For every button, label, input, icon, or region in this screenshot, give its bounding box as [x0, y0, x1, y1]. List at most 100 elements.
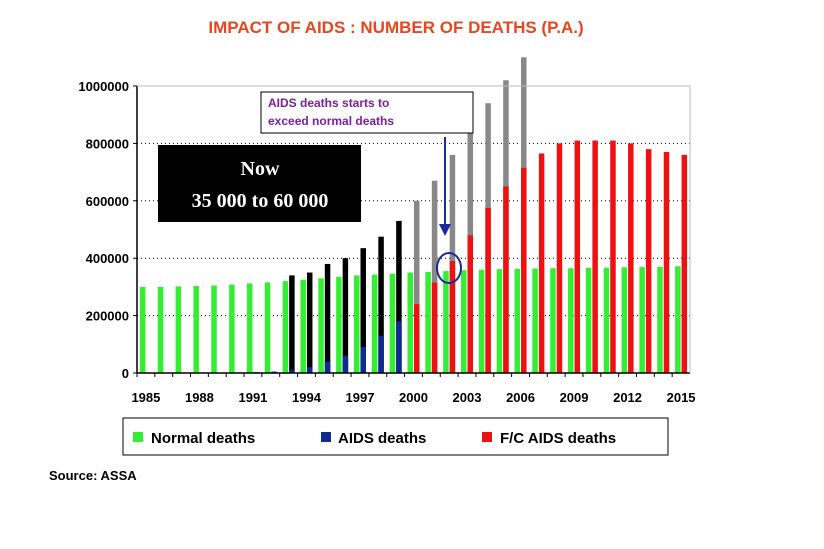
bar-aids-deaths	[360, 347, 366, 373]
bar-normal-deaths	[443, 271, 449, 373]
bar-total	[414, 200, 420, 373]
callout-line-1: AIDS deaths starts to	[268, 96, 389, 110]
bar-normal-deaths	[425, 271, 431, 373]
bar-total	[342, 258, 349, 373]
legend-label-fc-aids: F/C AIDS deaths	[500, 430, 616, 447]
bar-total	[396, 220, 402, 373]
bar-normal-deaths	[585, 267, 592, 373]
x-tick-label: 2015	[667, 390, 696, 405]
bar-normal-deaths	[478, 269, 485, 373]
bar-aids-deaths	[378, 335, 384, 373]
bar-fc-aids-deaths	[538, 153, 545, 373]
bar-aids-deaths	[342, 355, 349, 373]
callout-annotation: AIDS deaths starts to exceed normal deat…	[260, 91, 474, 284]
legend-label-normal: Normal deaths	[151, 430, 255, 447]
bar-normal-deaths	[603, 267, 610, 373]
bar-total	[306, 272, 313, 373]
bar-fc-aids-deaths	[574, 140, 581, 373]
bar-fc-aids-deaths	[467, 235, 474, 373]
bar-fc-aids-deaths	[645, 149, 652, 373]
y-tick-label: 1000000	[78, 79, 129, 94]
bar-fc-aids-deaths	[449, 261, 456, 373]
bar-normal-deaths	[175, 286, 182, 373]
bar-fc-aids-deaths	[521, 167, 527, 373]
bar-normal-deaths	[318, 278, 324, 373]
legend-box	[122, 417, 669, 456]
bar-aids-deaths	[289, 370, 295, 373]
bar-normal-deaths	[550, 268, 556, 373]
bar-total	[360, 248, 366, 373]
now-box-line-2: 35 000 to 60 000	[192, 190, 329, 212]
bar-normal-deaths	[353, 275, 360, 373]
x-tick-label: 2009	[560, 390, 589, 405]
bar-normal-deaths	[675, 266, 681, 373]
bar-total	[378, 236, 384, 373]
bar-normal-deaths	[264, 282, 271, 373]
bar-normal-deaths	[461, 270, 467, 373]
legend-swatch-aids	[321, 432, 331, 442]
bar-aids-deaths	[324, 361, 331, 373]
bar-fc-aids-deaths	[663, 152, 670, 373]
x-tick-label: 1997	[346, 390, 375, 405]
y-tick-label: 400000	[86, 251, 129, 266]
y-tick-label: 800000	[86, 136, 129, 151]
now-box-background	[158, 145, 361, 222]
bar-normal-deaths	[639, 267, 645, 373]
x-tick-label: 2003	[453, 390, 482, 405]
bar-normal-deaths	[407, 272, 413, 373]
y-tick-label: 200000	[86, 309, 129, 324]
legend-swatch-fc-aids	[482, 432, 492, 442]
callout-box	[260, 91, 474, 134]
x-tick-label: 2000	[399, 390, 428, 405]
bars	[139, 57, 688, 374]
x-tick-label: 1994	[292, 390, 322, 405]
bar-fc-aids-deaths	[592, 140, 598, 373]
x-tick-label: 1985	[131, 390, 160, 405]
bar-fc-aids-deaths	[628, 143, 634, 373]
bar-fc-aids-deaths	[556, 143, 563, 373]
x-tick-label: 1991	[238, 390, 267, 405]
bar-normal-deaths	[621, 267, 628, 373]
axes	[133, 85, 691, 377]
bar-normal-deaths	[193, 286, 199, 373]
bar-normal-deaths	[246, 283, 253, 373]
bar-total	[324, 263, 331, 373]
bar-fc-aids-deaths	[503, 186, 509, 373]
now-box: Now 35 000 to 60 000	[158, 145, 361, 222]
now-box-line-1: Now	[241, 158, 280, 180]
legend: Normal deaths AIDS deaths F/C AIDS death…	[122, 417, 669, 456]
bar-fc-aids-deaths	[610, 140, 616, 373]
bar-aids-deaths	[306, 367, 313, 373]
chart-title: IMPACT OF AIDS : NUMBER OF DEATHS (P.A.)	[208, 18, 583, 37]
bar-normal-deaths	[139, 286, 146, 373]
bar-normal-deaths	[532, 268, 538, 373]
bar-normal-deaths	[568, 268, 574, 373]
bar-fc-aids-deaths	[485, 207, 491, 373]
bar-fc-aids-deaths	[414, 304, 420, 373]
bar-normal-deaths	[229, 284, 235, 373]
bar-fc-aids-deaths	[681, 154, 688, 373]
bar-normal-deaths	[657, 266, 663, 373]
callout-arrow-head	[439, 224, 451, 236]
bar-aids-deaths	[396, 321, 402, 373]
crossover-circle	[436, 252, 462, 284]
x-tick-label: 2012	[613, 390, 642, 405]
bar-normal-deaths	[300, 279, 306, 373]
bar-total	[289, 275, 295, 373]
source-note: Source: ASSA	[49, 468, 137, 483]
bar-fc-aids-deaths	[431, 282, 438, 373]
y-tick-label: 0	[122, 366, 129, 381]
bar-normal-deaths	[514, 268, 521, 373]
legend-swatch-normal	[133, 432, 143, 442]
tick-labels: 0 200000 400000 600000 800000 1000000 1985 1988…	[78, 79, 695, 405]
bar-total	[431, 180, 438, 373]
legend-label-aids: AIDS deaths	[338, 430, 426, 447]
bar-normal-deaths	[389, 273, 396, 373]
bar-normal-deaths	[157, 286, 164, 373]
bar-normal-deaths	[336, 276, 342, 373]
y-tick-label: 600000	[86, 194, 129, 209]
bar-normal-deaths	[496, 269, 503, 373]
x-tick-label: 2006	[506, 390, 535, 405]
x-tick-label: 1988	[185, 390, 214, 405]
